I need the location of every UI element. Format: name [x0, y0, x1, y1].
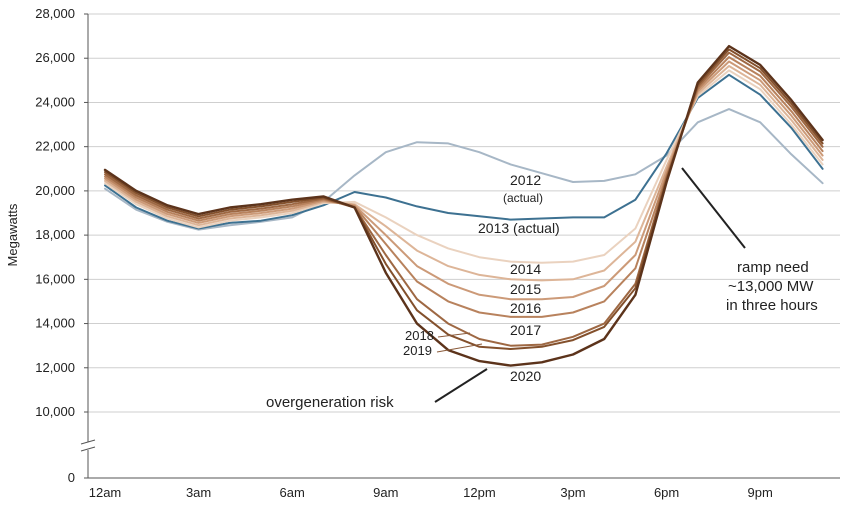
- grid-lines: [88, 13, 840, 413]
- x-tick-labels: 12am 3am 6am 9am 12pm 3pm 6pm 9pm: [89, 485, 773, 500]
- y-tick-12000: 12,000: [35, 360, 75, 375]
- label-2019: 2019: [403, 343, 432, 358]
- ramp-label-line1: ramp need: [737, 259, 809, 276]
- y-tick-labels: 0 10,000 12,000 14,000 16,000 18,000 20,000 22,…: [35, 6, 88, 485]
- y-tick-0: 0: [68, 470, 75, 485]
- axis-break-icon: [80, 439, 96, 452]
- label-2012-actual: (actual): [503, 191, 543, 205]
- series-line-2017: [104, 56, 824, 318]
- y-tick-18000: 18,000: [35, 227, 75, 242]
- x-tick-9pm: 9pm: [748, 485, 773, 500]
- y-tick-14000: 14,000: [35, 316, 75, 331]
- y-tick-16000: 16,000: [35, 271, 75, 286]
- overgeneration-label: overgeneration risk: [266, 394, 394, 411]
- axes: [80, 14, 840, 479]
- label-2015: 2015: [510, 281, 541, 297]
- series-line-2016: [104, 60, 824, 301]
- y-tick-10000: 10,000: [35, 404, 75, 419]
- y-tick-24000: 24,000: [35, 94, 75, 109]
- label-2013: 2013 (actual): [478, 220, 560, 236]
- x-tick-9am: 9am: [373, 485, 398, 500]
- series-line-2013-actual: [104, 73, 824, 230]
- series-lines: [103, 44, 824, 367]
- y-tick-26000: 26,000: [35, 50, 75, 65]
- y-axis-label: Megawatts: [5, 203, 20, 266]
- series-line-2019: [104, 48, 824, 350]
- label-2017: 2017: [510, 322, 541, 338]
- label-2020: 2020: [510, 368, 541, 384]
- pointer-2018: [437, 332, 471, 338]
- ramp-arrow: [681, 167, 746, 249]
- x-tick-3pm: 3pm: [560, 485, 585, 500]
- label-2018: 2018: [405, 328, 434, 343]
- x-tick-12am: 12am: [89, 485, 122, 500]
- x-tick-6pm: 6pm: [654, 485, 679, 500]
- annotations: 2012 (actual) 2013 (actual) 2014 2015 20…: [266, 167, 818, 411]
- series-line-2020: [103, 44, 824, 367]
- y-tick-28000: 28,000: [35, 6, 75, 21]
- series-line-2015: [104, 65, 824, 282]
- series-line-2018: [104, 51, 824, 347]
- y-tick-20000: 20,000: [35, 183, 75, 198]
- overgeneration-arrow: [434, 368, 488, 403]
- series-line-2014: [104, 69, 824, 264]
- series-line-2012-actual: [104, 108, 824, 231]
- x-tick-3am: 3am: [186, 485, 211, 500]
- label-2014: 2014: [510, 261, 541, 277]
- x-tick-12pm: 12pm: [463, 485, 496, 500]
- x-tick-6am: 6am: [280, 485, 305, 500]
- label-2012: 2012: [510, 172, 541, 188]
- ramp-label-line2: ~13,000 MW: [728, 278, 814, 295]
- ramp-label-line3: in three hours: [726, 297, 818, 314]
- pointer-2019: [436, 343, 483, 353]
- y-tick-22000: 22,000: [35, 139, 75, 154]
- label-2016: 2016: [510, 300, 541, 316]
